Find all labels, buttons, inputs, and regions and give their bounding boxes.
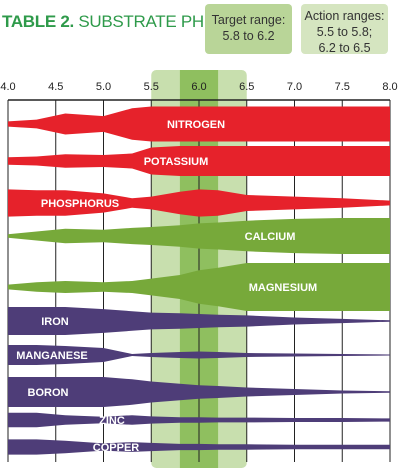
nutrient-band-potassium — [8, 146, 390, 176]
nutrient-label: BORON — [28, 387, 69, 399]
action-range-line: 5.5 to 5.8; — [316, 25, 373, 39]
x-tick-label: 4.5 — [48, 81, 63, 93]
nutrient-band-calcium — [8, 218, 390, 254]
x-tick-label: 5.5 — [144, 81, 159, 93]
nutrient-band-magnesium — [8, 263, 390, 311]
table-number: TABLE 2. — [2, 12, 74, 31]
x-tick-label: 8.0 — [382, 81, 397, 93]
nutrient-label: CALCIUM — [245, 231, 296, 243]
action-range-line: 6.2 to 6.5 — [318, 41, 371, 55]
nutrient-band-iron — [8, 307, 390, 335]
nutrient-label: IRON — [41, 316, 69, 328]
x-tick-label: 4.0 — [0, 81, 15, 93]
nutrient-band-boron — [8, 377, 390, 407]
nutrient-band-manganese — [8, 345, 390, 365]
nutrient-label: PHOSPHORUS — [41, 198, 119, 210]
nutrient-label: NITROGEN — [167, 119, 225, 131]
table-title: SUBSTRATE PH — [78, 12, 204, 31]
nutrient-label: MAGNESIUM — [249, 282, 317, 294]
nutrient-band-copper — [8, 439, 390, 455]
nutrient-label: MANGANESE — [16, 350, 88, 362]
nutrient-label: ZINC — [99, 415, 125, 427]
nutrient-label: POTASSIUM — [144, 156, 209, 168]
target-range-line: 5.8 to 6.2 — [222, 29, 275, 43]
x-tick-label: 5.0 — [96, 81, 111, 93]
target-range-box: Target range: 5.8 to 6.2 — [205, 4, 292, 54]
x-tick-label: 6.5 — [239, 81, 254, 93]
action-range-box: Action ranges: 5.5 to 5.8; 6.2 to 6.5 — [301, 4, 388, 55]
nutrient-label: COPPER — [93, 442, 140, 454]
page-title: TABLE 2. SUBSTRATE PH — [2, 12, 204, 32]
action-range-line: Action ranges: — [304, 9, 385, 23]
x-tick-label: 6.0 — [191, 81, 206, 93]
x-tick-label: 7.5 — [335, 81, 350, 93]
nutrient-band-zinc — [8, 412, 390, 428]
target-range-line: Target range: — [211, 13, 286, 27]
x-tick-label: 7.0 — [287, 81, 302, 93]
nutrient-band-nitrogen — [8, 106, 390, 142]
nutrient-band-phosphorus — [8, 189, 390, 217]
